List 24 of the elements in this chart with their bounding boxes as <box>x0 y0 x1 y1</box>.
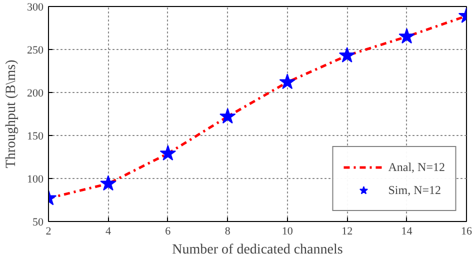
point <box>279 74 296 90</box>
legend-label: Anal, N=12 <box>388 160 445 174</box>
y-tick-label: 150 <box>27 130 44 142</box>
x-tick-label: 6 <box>165 226 172 238</box>
x-tick-label: 10 <box>282 226 294 238</box>
point <box>220 108 236 124</box>
y-tick-label: 50 <box>32 216 44 228</box>
x-tick-label: 14 <box>401 226 413 238</box>
x-axis-title: Number of dedicated channels <box>172 242 343 258</box>
point <box>338 47 356 62</box>
y-tick-label: 300 <box>27 2 44 14</box>
x-tick-label: 2 <box>46 226 52 238</box>
y-tick-label: 100 <box>27 174 44 186</box>
point <box>100 175 116 191</box>
legend-label: Sim, N=12 <box>388 182 442 198</box>
y-tick-label: 250 <box>27 44 44 56</box>
x-tick-label: 8 <box>224 226 231 238</box>
point <box>398 28 415 44</box>
point <box>160 145 176 161</box>
x-tick-label: 12 <box>342 226 353 238</box>
x-tick-label: 16 <box>461 226 472 238</box>
y-axis-title: Throughput (B\ms) <box>4 59 19 168</box>
y-tick-label: 200 <box>27 88 44 100</box>
x-tick-label: 4 <box>105 226 112 238</box>
